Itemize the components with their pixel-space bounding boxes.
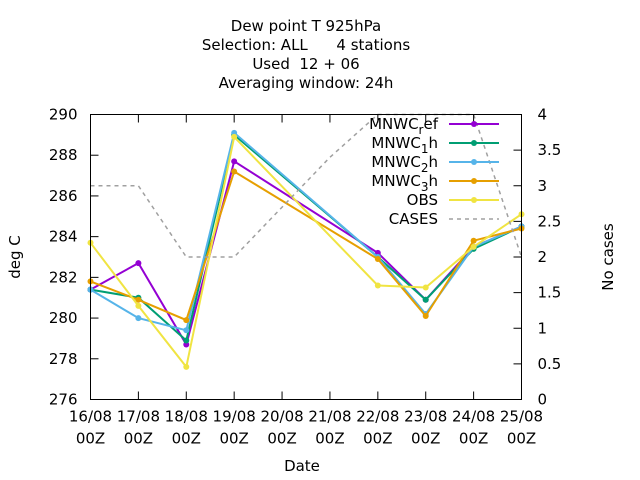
x-tick-label-time: 00Z [172, 430, 201, 448]
data-point-mnwc-3h [470, 237, 477, 244]
y2-tick-label: 0 [538, 391, 548, 409]
legend-label-part: h [428, 172, 438, 190]
data-point-mnwc-2h [135, 315, 142, 322]
legend-label-part: 3 [421, 180, 429, 194]
series-line-mnwc-ref [90, 159, 522, 348]
legend-label-part: MNWC [371, 134, 420, 152]
x-tick-label-date: 21/08 [308, 408, 351, 426]
legend-label-part: ef [423, 115, 438, 133]
y-tick-label: 278 [49, 350, 78, 368]
legend-label: MNWC2h [371, 153, 438, 175]
legend-label-part: 1 [421, 142, 429, 156]
y-tick-label: 280 [49, 309, 78, 327]
legend-label: MNWCref [369, 115, 439, 137]
y-tick-label: 282 [49, 268, 78, 286]
legend-label: MNWC1h [371, 134, 438, 156]
x-tick-label-date: 20/08 [260, 408, 303, 426]
legend-label-part: CASES [389, 210, 438, 228]
y2-tick-label: 2 [538, 248, 548, 266]
y2-tick-label: 1.5 [538, 284, 562, 302]
data-point-mnwc-3h [374, 256, 381, 263]
y-tick-label: 286 [49, 187, 78, 205]
data-point-obs [374, 282, 381, 289]
y-tick-label: 276 [49, 391, 78, 409]
x-tick-label-date: 23/08 [404, 408, 447, 426]
series-line-mnwc-2h [89, 130, 522, 332]
data-point-obs [470, 243, 477, 250]
legend-label: MNWC3h [371, 172, 438, 194]
x-tick-label-date: 18/08 [165, 408, 208, 426]
y2-tick-label: 1 [538, 319, 548, 337]
series-line-obs [89, 134, 523, 370]
series-lines [87, 113, 525, 370]
series-line-cases [90, 113, 523, 258]
x-tick-label-date: 24/08 [452, 408, 495, 426]
legend-label-part: 2 [421, 161, 429, 175]
y-tick-label: 290 [49, 106, 78, 124]
x-tick-label-date: 17/08 [117, 408, 160, 426]
x-tick-label-time: 00Z [315, 430, 344, 448]
y2-tick-label: 3.5 [538, 141, 562, 159]
legend-marker [471, 197, 477, 203]
data-point-mnwc-ref [135, 260, 142, 267]
legend-label-part: h [428, 134, 438, 152]
series-line-mnwc-1h [90, 133, 522, 343]
y2-tick-label: 0.5 [538, 355, 562, 373]
legend-marker [471, 140, 477, 146]
y-axis-title: deg C [6, 235, 24, 279]
x-tick-label-date: 25/08 [500, 408, 543, 426]
x-tick-label-time: 00Z [411, 430, 440, 448]
data-point-mnwc-1h [183, 337, 190, 344]
x-tick-label-date: 16/08 [69, 408, 112, 426]
y2-tick-label: 4 [538, 106, 548, 124]
x-tick-label-time: 00Z [267, 430, 296, 448]
plot-area-border [90, 114, 522, 400]
y2-tick-label: 3 [538, 177, 548, 195]
data-point-obs [231, 133, 238, 140]
y2-tick-label: 2.5 [538, 212, 562, 230]
x-tick-label-time: 00Z [507, 430, 536, 448]
legend-label-part: h [428, 153, 438, 171]
legend-marker [471, 159, 477, 165]
legend-marker [471, 121, 477, 127]
x-tick-label-time: 00Z [459, 430, 488, 448]
legend-label-part: MNWC [371, 172, 420, 190]
x-tick-label-date: 19/08 [213, 408, 256, 426]
legend-label-part: MNWC [371, 153, 420, 171]
data-point-obs [183, 363, 190, 370]
title-line-2: Selection: ALL 4 stations [202, 36, 410, 54]
axis-ticks: 276 278 280 282 284 286 288 290 0 0.5 1 1.5 2 2.5 3 3.5… [49, 106, 562, 448]
data-point-mnwc-ref [231, 158, 238, 165]
data-point-mnwc-3h [183, 317, 190, 324]
data-point-mnwc-3h [231, 168, 238, 175]
data-point-mnwc-2h [183, 327, 190, 334]
x-tick-label-date: 22/08 [356, 408, 399, 426]
x-tick-label-time: 00Z [124, 430, 153, 448]
y-tick-label: 288 [49, 146, 78, 164]
title-line-4: Averaging window: 24h [219, 74, 394, 92]
x-tick-label-time: 00Z [76, 430, 105, 448]
title-line-1: Dew point T 925hPa [231, 17, 381, 35]
y2-axis-title: No cases [599, 223, 617, 291]
title-line-3: Used 12 + 06 [252, 55, 359, 73]
legend-label: CASES [389, 210, 438, 228]
legend-label-part: OBS [407, 191, 438, 209]
data-point-mnwc-1h [422, 296, 429, 303]
x-axis-title: Date [284, 457, 320, 475]
x-tick-label-time: 00Z [363, 430, 392, 448]
y-tick-label: 284 [49, 228, 78, 246]
legend-marker [471, 178, 477, 184]
legend-label: OBS [407, 191, 438, 209]
data-point-mnwc-3h [422, 313, 429, 320]
data-point-mnwc-3h [135, 296, 142, 303]
data-point-obs [135, 302, 142, 309]
data-point-obs [422, 284, 429, 291]
legend-label-part: MNWC [369, 115, 418, 133]
legend-label-part: r [419, 123, 424, 137]
x-tick-label-time: 00Z [219, 430, 248, 448]
